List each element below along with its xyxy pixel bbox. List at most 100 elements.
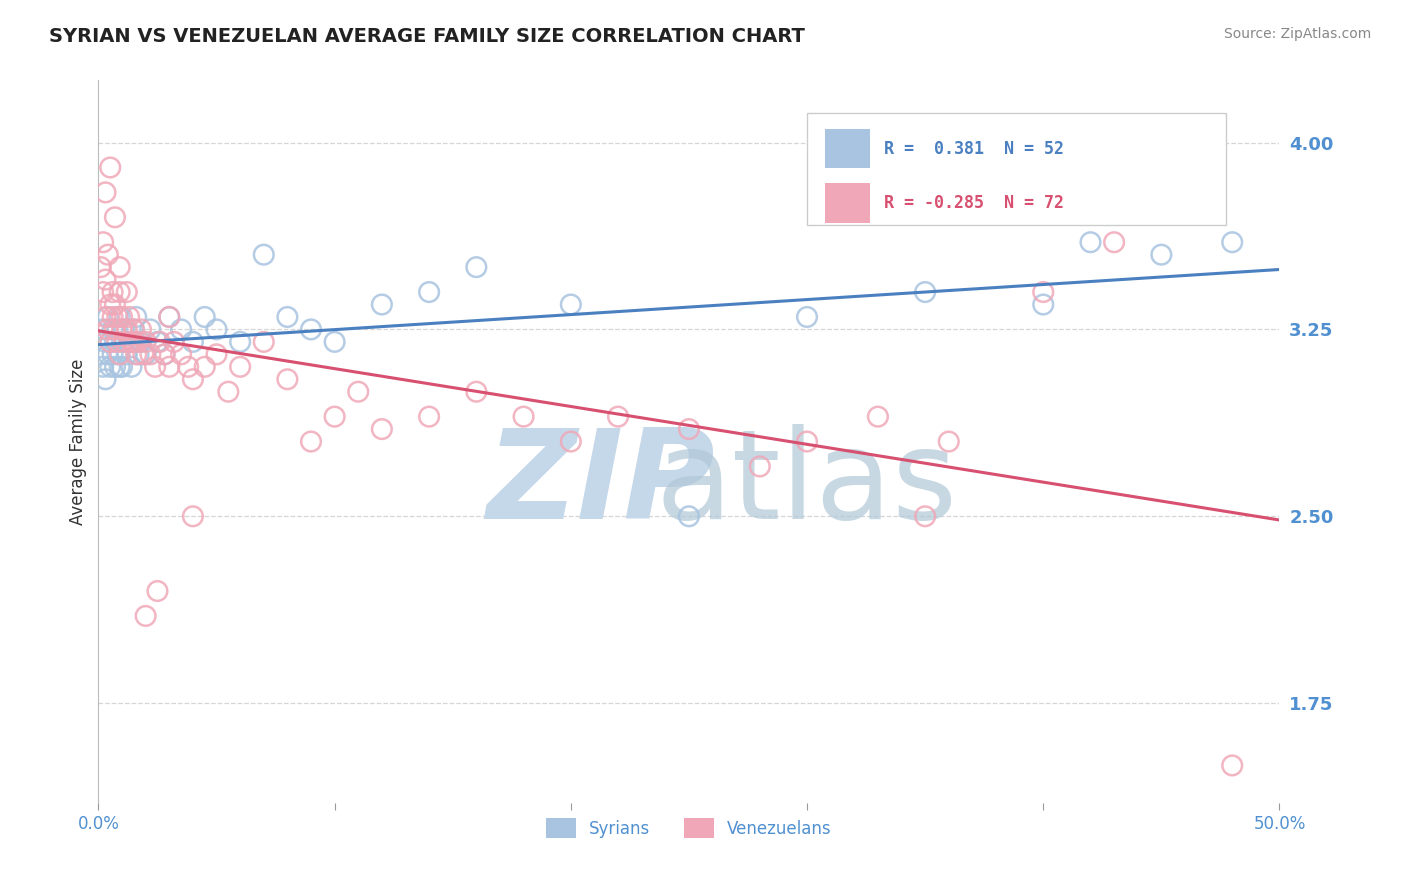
Point (108, 359, 131, 374)
Point (205, 322, 228, 336)
Point (229, 334, 252, 349)
Point (866, 409, 889, 424)
Point (98, 161, 121, 175)
Point (914, 509, 936, 524)
Point (111, 310, 134, 324)
Point (101, 322, 124, 336)
Point (153, 347, 176, 361)
Point (125, 347, 148, 361)
Point (181, 509, 204, 524)
Point (371, 422, 394, 436)
Point (121, 359, 143, 374)
Point (115, 347, 138, 361)
Point (1080, 235, 1102, 250)
Point (512, 409, 534, 424)
Point (122, 322, 145, 336)
Point (118, 334, 141, 349)
Point (276, 310, 298, 324)
Point (101, 285, 124, 299)
Point (105, 322, 128, 336)
Y-axis label: Average Family Size: Average Family Size (69, 359, 87, 524)
Point (748, 459, 770, 474)
Point (94, 272, 117, 286)
Point (796, 310, 818, 324)
Point (1032, 297, 1054, 311)
Point (418, 285, 440, 299)
Point (170, 347, 193, 361)
Point (1220, 235, 1243, 250)
Point (347, 384, 370, 399)
Text: SYRIAN VS VENEZUELAN AVERAGE FAMILY SIZE CORRELATION CHART: SYRIAN VS VENEZUELAN AVERAGE FAMILY SIZE… (49, 27, 806, 45)
Point (139, 347, 162, 361)
Point (938, 434, 960, 449)
Text: atlas: atlas (657, 425, 957, 545)
Point (299, 434, 322, 449)
Point (97, 248, 120, 262)
Point (115, 285, 138, 299)
Text: Source: ZipAtlas.com: Source: ZipAtlas.com (1223, 27, 1371, 41)
Point (253, 248, 276, 262)
Point (112, 322, 135, 336)
Point (118, 310, 141, 324)
Point (101, 347, 124, 361)
Point (94, 186, 117, 200)
Point (560, 434, 582, 449)
Point (122, 322, 145, 336)
Point (181, 334, 204, 349)
Point (607, 409, 630, 424)
Bar (825, 128, 870, 169)
Point (98, 359, 121, 374)
Point (299, 322, 322, 336)
Point (194, 310, 217, 324)
Point (143, 359, 166, 374)
Point (371, 297, 394, 311)
Point (323, 334, 346, 349)
Point (112, 334, 135, 349)
Point (104, 359, 127, 374)
Text: R =  0.381  N = 52: R = 0.381 N = 52 (884, 139, 1064, 158)
Point (105, 347, 128, 361)
Point (91, 359, 114, 374)
Point (229, 359, 252, 374)
Point (465, 260, 488, 274)
Point (157, 310, 180, 324)
Point (108, 260, 131, 274)
Point (418, 409, 440, 424)
Point (678, 422, 700, 436)
Point (132, 347, 155, 361)
Point (97, 322, 120, 336)
Point (90, 260, 112, 274)
Point (560, 297, 582, 311)
Point (115, 322, 138, 336)
Point (94, 310, 117, 324)
Point (146, 334, 169, 349)
Bar (825, 183, 870, 223)
Point (146, 584, 169, 599)
Point (678, 509, 700, 524)
Text: R = -0.285  N = 72: R = -0.285 N = 72 (884, 194, 1064, 211)
Point (135, 609, 157, 624)
Point (105, 310, 128, 324)
Point (276, 372, 298, 386)
Point (157, 310, 180, 324)
Point (97, 347, 120, 361)
Point (111, 334, 134, 349)
Point (111, 359, 134, 374)
Point (91, 285, 114, 299)
Point (121, 334, 143, 349)
Point (91, 322, 114, 336)
Point (104, 211, 127, 225)
Point (108, 285, 131, 299)
Point (177, 359, 200, 374)
Text: ZIP: ZIP (486, 425, 714, 545)
Point (323, 409, 346, 424)
Point (1102, 235, 1125, 250)
Point (105, 334, 128, 349)
Point (98, 297, 121, 311)
Point (1032, 285, 1054, 299)
Point (122, 334, 145, 349)
Legend: Syrians, Venezuelans: Syrians, Venezuelans (540, 812, 838, 845)
Point (128, 334, 150, 349)
Point (157, 359, 180, 374)
Point (98, 334, 121, 349)
